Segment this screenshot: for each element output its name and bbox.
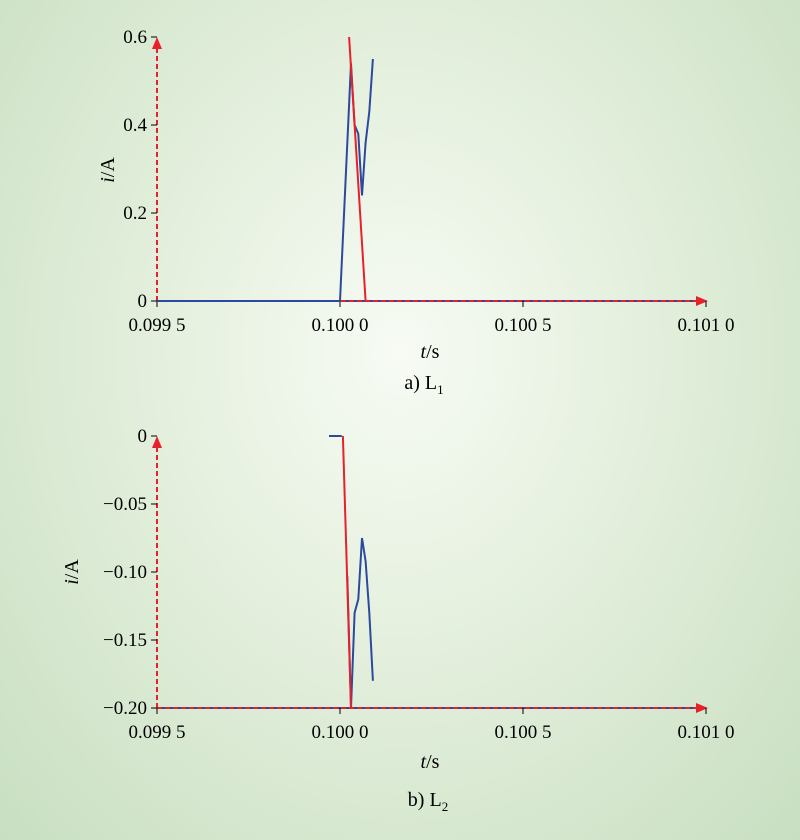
series-line-blue-1 [346, 537, 374, 709]
y-axis-arrowhead [152, 436, 162, 448]
x-axis-label-a: t/s [421, 341, 440, 363]
x-tick-label: 0.099 5 [129, 722, 186, 743]
x-tick-label: 0.100 0 [312, 315, 369, 336]
x-tick-label: 0.100 0 [312, 722, 369, 743]
x-tick-label: 0.099 5 [129, 315, 186, 336]
x-axis-label-b: t/s [421, 751, 440, 773]
series-line-blue-0 [157, 58, 374, 302]
y-tick-label: 0.6 [123, 27, 147, 48]
y-axis-label-b: i/A [61, 559, 83, 585]
y-tick-label: 0 [138, 291, 148, 312]
y-tick-label: −0.05 [103, 494, 147, 515]
series-line-red-2 [341, 435, 352, 709]
y-tick-label: −0.10 [103, 562, 147, 583]
plot-area-b: 0.099 5 0.100 0 0.100 5 0.101 0 −0.20 −0.15 −0… [103, 426, 734, 743]
chart-panel-b: 0.099 5 0.100 0 0.100 5 0.101 0 −0.20 −0.15 −0… [61, 426, 735, 814]
plot-area-a: 0.099 5 0.100 0 0.100 5 0.101 0 0 0.2 0.4 0.6 [123, 27, 734, 336]
y-tick-label: 0.2 [123, 203, 147, 224]
x-axis-arrowhead [696, 703, 708, 713]
x-tick-label: 0.100 5 [495, 315, 552, 336]
caption-a: a) L1 [404, 372, 443, 397]
x-axis-arrowhead [696, 296, 708, 306]
x-tick-label: 0.100 5 [495, 722, 552, 743]
chart-panel-a: 0.099 5 0.100 0 0.100 5 0.101 0 0 0.2 0.4 0.6 i… [97, 27, 735, 397]
x-tick-label: 0.101 0 [678, 722, 735, 743]
y-tick-label: −0.20 [103, 698, 147, 719]
caption-b: b) L2 [408, 789, 448, 814]
x-tick-label: 0.101 0 [678, 315, 735, 336]
y-axis-arrowhead [152, 37, 162, 49]
y-tick-label: −0.15 [103, 630, 147, 651]
y-tick-label: 0 [138, 426, 148, 447]
y-axis-label-a: i/A [97, 157, 119, 183]
series-line-red-1 [348, 36, 367, 302]
y-tick-label: 0.4 [123, 115, 147, 136]
